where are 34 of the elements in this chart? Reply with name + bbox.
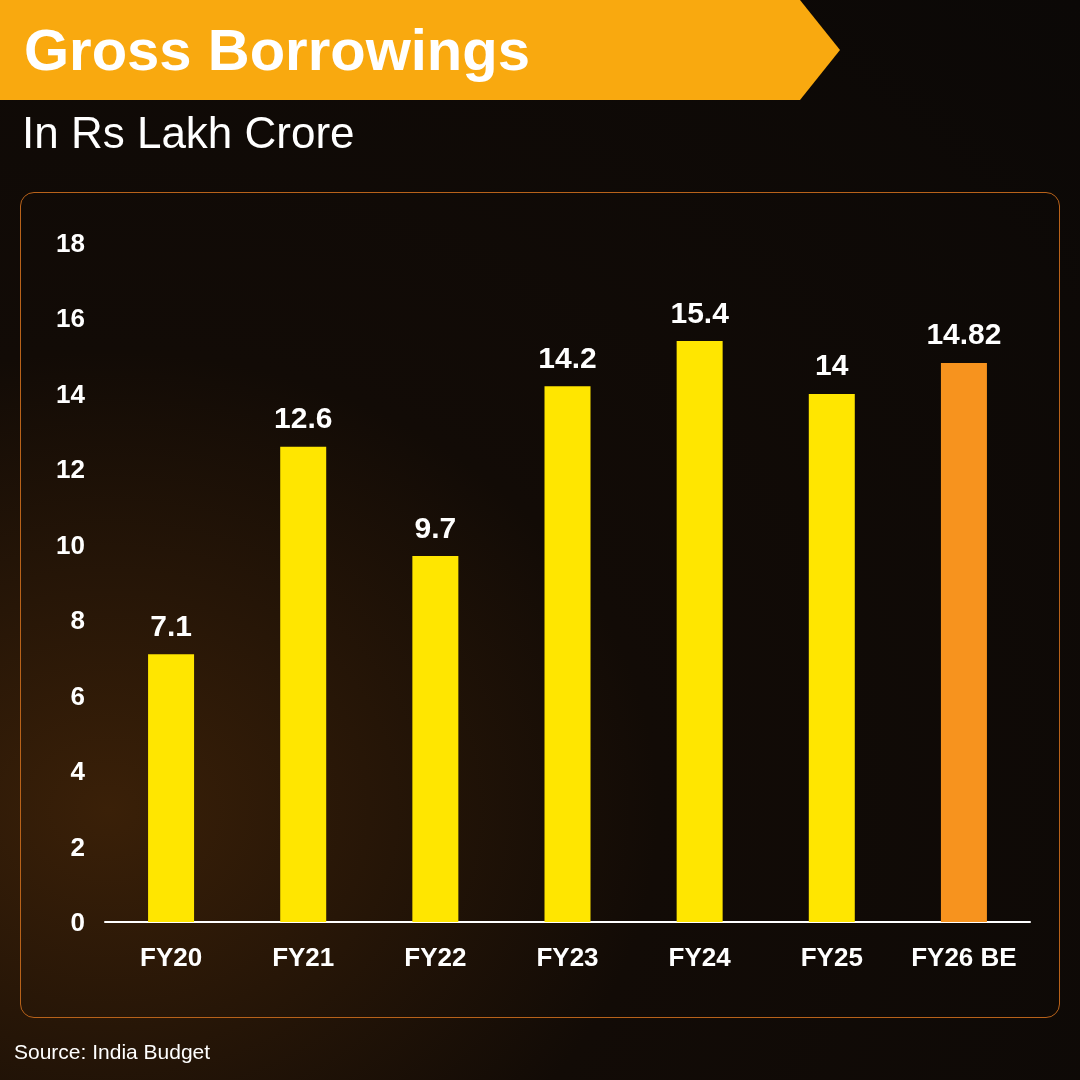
bar: [412, 556, 459, 922]
y-tick-label: 14: [56, 378, 86, 409]
y-tick-label: 2: [70, 831, 85, 862]
data-label: 15.4: [670, 295, 730, 329]
source-note: Source: India Budget: [14, 1040, 211, 1064]
x-tick-label: FY20: [139, 942, 203, 972]
x-tick-label: FY26 BE: [911, 942, 1017, 972]
y-tick-label: 6: [70, 680, 85, 711]
y-tick-label: 8: [70, 605, 85, 636]
y-tick-label: 4: [70, 756, 86, 787]
x-tick-label: FY21: [272, 942, 335, 972]
data-label: 9.7: [414, 510, 457, 544]
y-tick-label: 0: [70, 907, 85, 937]
bar: [940, 362, 987, 922]
bar: [148, 654, 195, 922]
y-tick-label: 10: [56, 529, 85, 560]
x-tick-label: FY23: [536, 942, 599, 972]
data-label: 14.2: [538, 340, 597, 374]
chart-title: Gross Borrowings: [0, 0, 840, 100]
y-tick-label: 16: [56, 303, 85, 334]
x-tick-label: FY24: [668, 942, 732, 972]
bar: [544, 386, 591, 922]
data-label: 14: [815, 348, 849, 382]
y-tick-label: 12: [56, 454, 85, 485]
x-tick-label: FY22: [404, 942, 467, 972]
bar: [676, 341, 723, 922]
data-label: 14.82: [926, 317, 1002, 351]
chart-subtitle: In Rs Lakh Crore: [22, 108, 355, 158]
data-label: 7.1: [150, 608, 192, 642]
bar: [808, 393, 855, 922]
bar: [280, 446, 327, 922]
y-tick-label: 18: [56, 228, 85, 258]
data-label: 12.6: [274, 401, 333, 435]
x-tick-label: FY25: [800, 942, 863, 972]
